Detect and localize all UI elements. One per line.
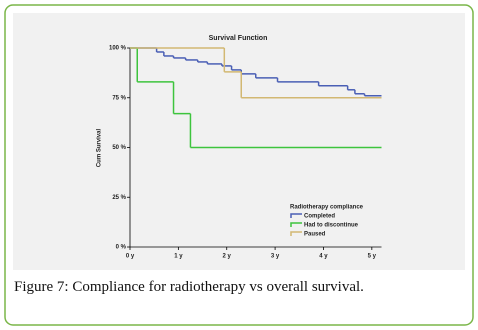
caption-text: Compliance for radiotherapy vs overall s… bbox=[72, 279, 364, 295]
y-tick-label: 25 % bbox=[112, 195, 126, 201]
legend-label: Completed bbox=[304, 214, 335, 220]
x-tick-label: 5 y bbox=[368, 254, 377, 260]
caption-label: Figure 7: bbox=[14, 279, 69, 295]
x-tick-label: 4 y bbox=[319, 254, 328, 260]
legend-swatch bbox=[290, 213, 302, 218]
legend-swatch bbox=[290, 222, 302, 227]
x-tick-label: 2 y bbox=[223, 254, 232, 260]
caption: Figure 7: Compliance for radiotherapy vs… bbox=[14, 279, 364, 295]
chart-panel bbox=[13, 13, 465, 270]
x-tick-label: 0 y bbox=[126, 254, 135, 260]
y-tick-label: 0 % bbox=[116, 245, 127, 251]
legend-label: Had to discontinue bbox=[304, 223, 359, 229]
x-tick-label: 3 y bbox=[271, 254, 280, 260]
y-tick-label: 100 % bbox=[109, 46, 127, 52]
legend-title: Radiotherapy compliance bbox=[290, 205, 364, 211]
y-tick-label: 50 % bbox=[112, 145, 126, 151]
legend-label: Paused bbox=[304, 232, 326, 238]
y-axis-label: Cum Survival bbox=[97, 129, 103, 168]
chart-title: Survival Function bbox=[209, 35, 268, 42]
x-tick-label: 1 y bbox=[174, 254, 183, 260]
y-tick-label: 75 % bbox=[112, 95, 126, 101]
legend-swatch bbox=[290, 231, 302, 236]
